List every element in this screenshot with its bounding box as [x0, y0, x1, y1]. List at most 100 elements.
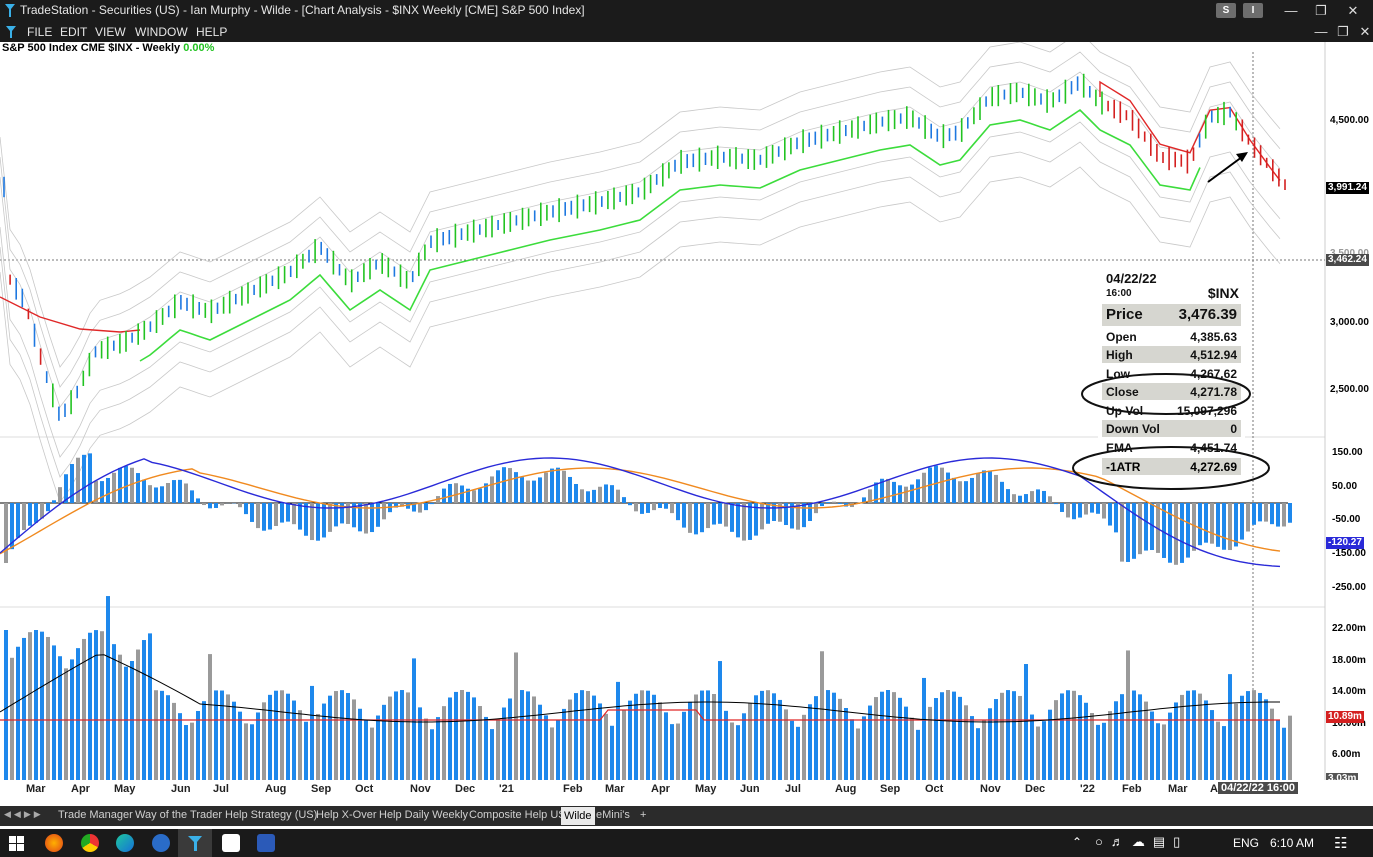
- macd-histogram-bar: [976, 473, 980, 503]
- macd-histogram-bar: [76, 457, 80, 503]
- volume-bar: [220, 690, 224, 780]
- tab-help-daily-weekly[interactable]: Help Daily Weekly: [379, 809, 469, 821]
- macd-histogram-bar: [1048, 496, 1052, 503]
- volume-bar: [364, 720, 368, 780]
- tab-help-strategy[interactable]: Help Strategy (US): [225, 809, 318, 821]
- volume-bar: [790, 720, 794, 780]
- volume-bar: [394, 691, 398, 780]
- price-tick: 3,000.00: [1330, 317, 1369, 328]
- macd-histogram-bar: [1042, 490, 1046, 503]
- volume-bar: [904, 706, 908, 780]
- macd-histogram-bar: [634, 503, 638, 512]
- chart-canvas[interactable]: [0, 42, 1373, 800]
- atr-band-line: [0, 71, 1281, 408]
- macd-histogram-bar: [730, 503, 734, 532]
- volume-bar: [664, 712, 668, 780]
- annotation-arrowhead: [1236, 152, 1248, 162]
- app-icon[interactable]: [152, 834, 170, 852]
- macd-histogram-bar: [1018, 495, 1022, 503]
- document-app-icon[interactable]: [222, 834, 240, 852]
- macd-histogram-bar: [550, 468, 554, 503]
- macd-histogram-bar: [544, 472, 548, 503]
- word-icon[interactable]: [257, 834, 275, 852]
- volume-bar: [1024, 664, 1028, 780]
- macd-histogram-bar: [298, 503, 302, 530]
- volume-bar: [520, 690, 524, 780]
- net-change: 0.00%: [183, 42, 215, 54]
- macd-histogram-bar: [1060, 503, 1064, 512]
- minimize-icon[interactable]: —: [1284, 3, 1298, 18]
- macd-histogram-bar: [616, 489, 620, 503]
- volume-bar: [454, 691, 458, 780]
- app-menu-icon[interactable]: [5, 25, 17, 39]
- volume-bar: [514, 652, 518, 780]
- tab-trade-manager[interactable]: Trade Manager: [58, 809, 133, 821]
- volume-bar: [748, 703, 752, 780]
- volume-bar: [1276, 719, 1280, 780]
- macd-histogram-bar: [520, 477, 524, 503]
- volume-bar: [508, 698, 512, 780]
- volume-bar: [682, 711, 686, 780]
- menu-view[interactable]: VIEW: [95, 25, 126, 39]
- tradestation-logo-icon: [5, 4, 15, 17]
- edge-icon[interactable]: [116, 834, 134, 852]
- volume-bar: [604, 713, 608, 780]
- macd-histogram-bar: [136, 473, 140, 503]
- data-label: Price: [1106, 306, 1143, 323]
- volume-bar: [382, 704, 386, 780]
- volume-bar: [88, 632, 92, 780]
- macd-histogram-bar: [508, 468, 512, 503]
- tab-help-x-over[interactable]: Help X-Over: [316, 809, 377, 821]
- macd-histogram-bar: [370, 503, 374, 533]
- macd-histogram-bar: [1192, 503, 1196, 551]
- macd-histogram-bar: [742, 503, 746, 541]
- macd-histogram-bar: [910, 484, 914, 503]
- tab-eminis[interactable]: eMini's: [596, 809, 630, 821]
- macd-histogram-bar: [16, 503, 20, 538]
- macd-tick: 50.00: [1332, 481, 1358, 492]
- macd-histogram-bar: [718, 503, 722, 524]
- windows-start-icon[interactable]: [9, 836, 24, 851]
- macd-histogram-bar: [514, 472, 518, 503]
- sys-button-i[interactable]: I: [1243, 3, 1263, 18]
- child-restore-icon[interactable]: ❐: [1337, 24, 1349, 39]
- tray-icons[interactable]: ○♬☁▤▯: [1095, 834, 1189, 849]
- volume-bar: [886, 690, 890, 780]
- menu-help[interactable]: HELP: [196, 25, 228, 39]
- tab-scroll-icon[interactable]: ◀◀▶▶: [4, 809, 44, 819]
- macd-signal-line: [0, 467, 1281, 555]
- macd-histogram-bar: [250, 503, 254, 522]
- chart-area[interactable]: S&P 500 Index CME $INX - Weekly 0.00% 4,…: [0, 42, 1373, 800]
- volume-bar: [1168, 712, 1172, 780]
- tab-wilde[interactable]: Wilde: [561, 807, 595, 825]
- volume-bar: [532, 696, 536, 780]
- tray-chevron-icon[interactable]: ⌃: [1072, 835, 1083, 849]
- menu-file[interactable]: FILE: [27, 25, 53, 39]
- macd-histogram-bar: [610, 485, 614, 503]
- data-row-down-vol: Down Vol 0: [1102, 420, 1241, 437]
- macd-histogram-bar: [286, 503, 290, 522]
- volume-bar: [4, 630, 8, 780]
- firefox-icon[interactable]: [45, 834, 63, 852]
- child-close-icon[interactable]: ✕: [1359, 24, 1371, 39]
- volume-bar: [256, 712, 260, 780]
- clock[interactable]: 6:10 AM: [1270, 836, 1315, 850]
- restore-icon[interactable]: ❐: [1315, 3, 1327, 18]
- volume-bar: [304, 721, 308, 780]
- tab-add-button[interactable]: +: [640, 809, 647, 821]
- child-minimize-icon[interactable]: —: [1314, 24, 1328, 39]
- macd-histogram-bar: [1210, 503, 1214, 544]
- menu-edit[interactable]: EDIT: [60, 25, 88, 39]
- tab-composite-help[interactable]: Composite Help US: [469, 809, 566, 821]
- tradestation-icon[interactable]: [187, 835, 203, 852]
- notification-icon[interactable]: ☷: [1334, 835, 1348, 852]
- sys-button-s[interactable]: S: [1216, 3, 1236, 18]
- chrome-icon[interactable]: [81, 834, 99, 852]
- tab-way-of-the-trader[interactable]: Way of the Trader: [135, 809, 223, 821]
- volume-bar: [274, 690, 278, 780]
- macd-histogram-bar: [382, 503, 386, 520]
- macd-histogram-bar: [904, 486, 908, 503]
- language-indicator[interactable]: ENG: [1233, 836, 1260, 850]
- close-icon[interactable]: ✕: [1347, 3, 1359, 18]
- menu-window[interactable]: WINDOW: [135, 25, 188, 39]
